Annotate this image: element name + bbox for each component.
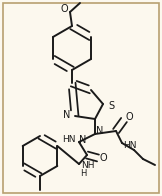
Text: O: O [99, 153, 107, 163]
Text: N: N [96, 126, 104, 136]
Text: HN: HN [62, 135, 76, 144]
Text: O: O [60, 4, 68, 14]
Text: O: O [125, 112, 133, 122]
Text: N: N [79, 135, 87, 145]
Text: HN: HN [123, 141, 137, 150]
Text: S: S [108, 101, 114, 111]
Text: NH: NH [81, 161, 95, 170]
Text: N: N [63, 110, 71, 120]
Text: H: H [80, 170, 86, 179]
